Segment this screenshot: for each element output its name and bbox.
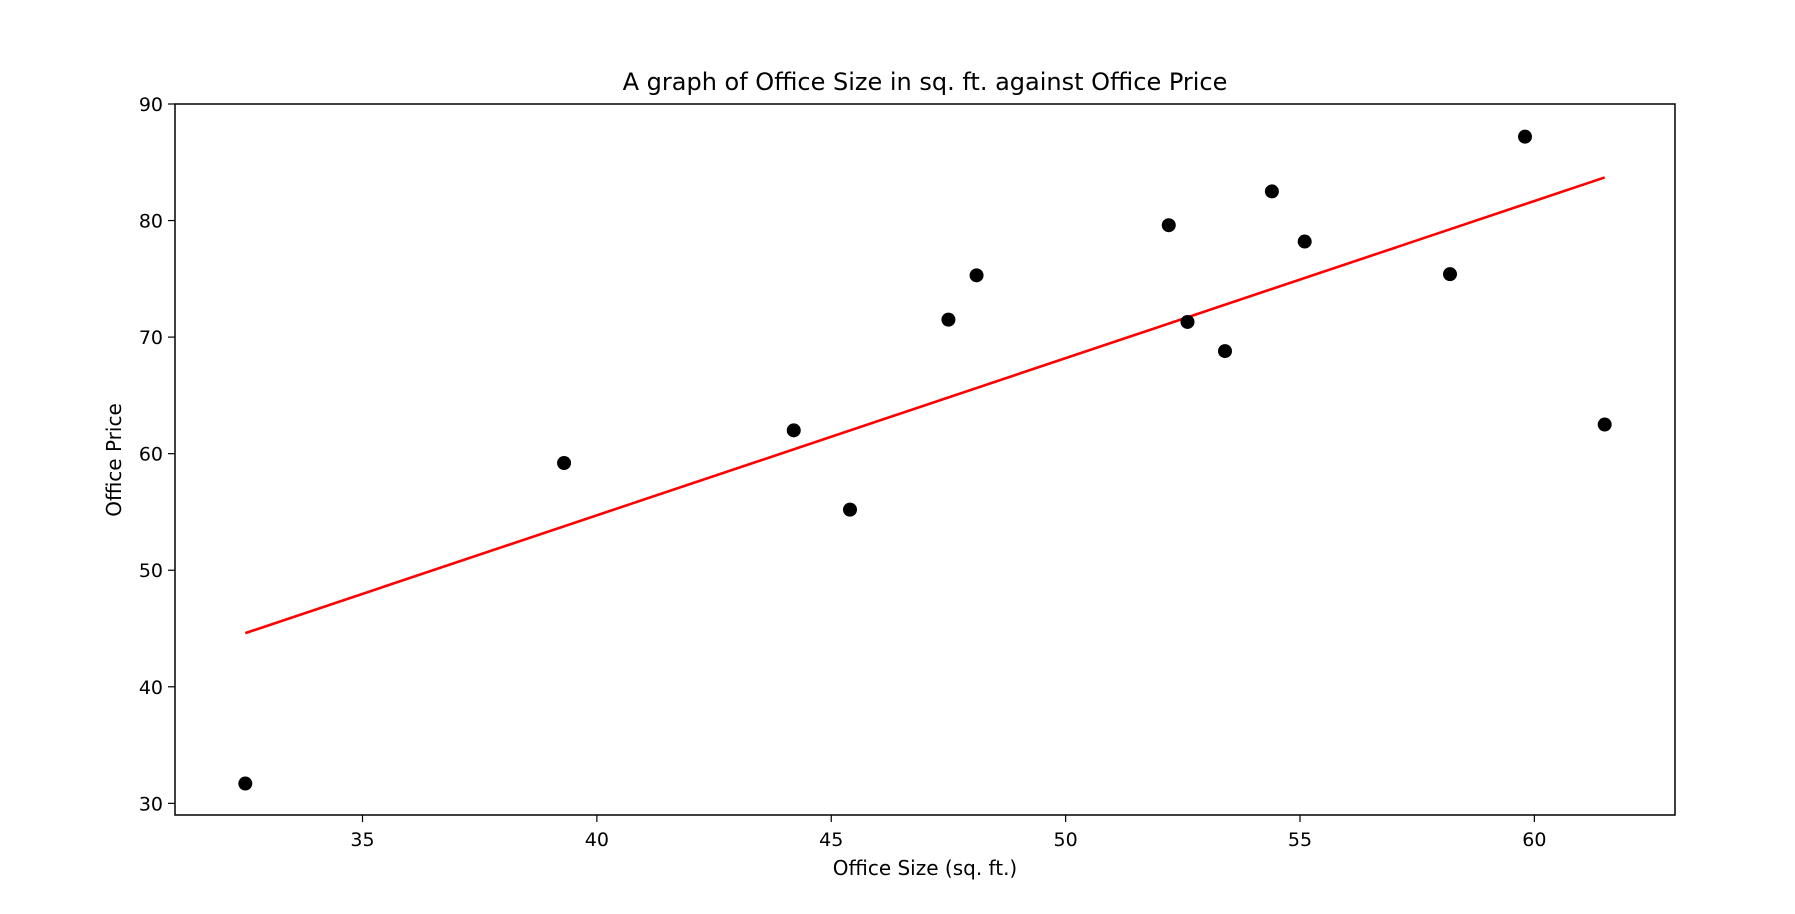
y-tick-label: 90: [139, 94, 163, 116]
data-point: [557, 456, 572, 470]
y-tick-label: 40: [139, 677, 163, 699]
y-axis-ticks: 30 40 50 60 70 80 90: [139, 94, 175, 815]
data-point: [238, 776, 253, 791]
data-point: [1297, 234, 1312, 249]
plot-area: [238, 129, 1612, 791]
x-tick-label: 35: [350, 829, 374, 851]
y-tick-label: 80: [139, 211, 163, 233]
x-tick-label: 45: [819, 829, 843, 851]
x-axis-ticks: 35 40 45 50 55 60: [350, 815, 1546, 851]
y-axis-label: Office Price: [102, 403, 126, 517]
y-tick-label: 70: [139, 327, 163, 349]
data-point: [1180, 314, 1195, 329]
x-tick-label: 55: [1288, 829, 1312, 851]
y-tick-label: 30: [139, 793, 163, 815]
x-tick-label: 50: [1054, 829, 1078, 851]
data-point: [1161, 218, 1176, 233]
data-point: [786, 423, 801, 438]
data-point: [843, 502, 857, 517]
data-point: [1264, 184, 1279, 199]
data-point: [969, 268, 984, 283]
y-tick-label: 50: [139, 560, 163, 582]
data-point: [1518, 129, 1532, 144]
data-point: [941, 312, 956, 327]
data-point: [1597, 417, 1612, 432]
data-point: [1443, 267, 1457, 282]
x-tick-label: 40: [585, 829, 609, 851]
chart-title: A graph of Office Size in sq. ft. agains…: [623, 68, 1228, 96]
data-point: [1218, 344, 1232, 359]
trend-line: [244, 176, 1606, 635]
x-axis-label: Office Size (sq. ft.): [833, 856, 1017, 880]
x-tick-label: 60: [1522, 829, 1546, 851]
y-tick-label: 60: [139, 444, 163, 466]
plot-frame: [174, 103, 1676, 816]
